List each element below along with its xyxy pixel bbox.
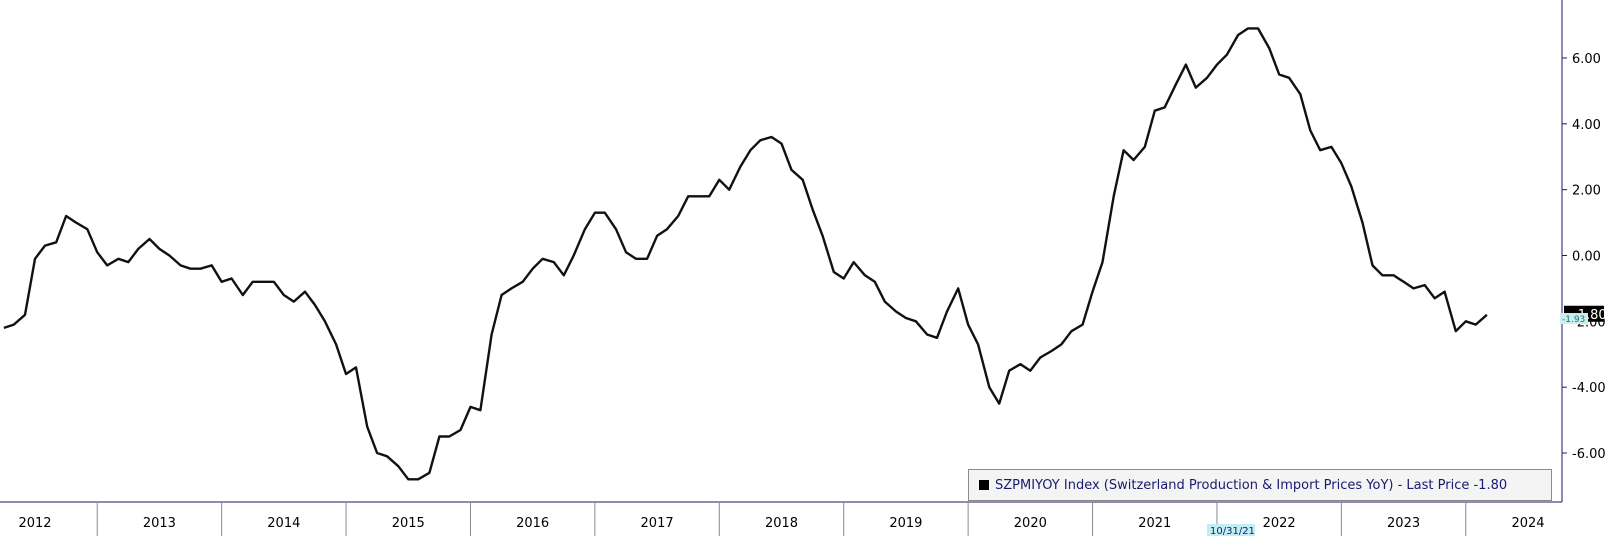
x-tick-label: 2016 — [516, 516, 549, 531]
date-marker: 10/31/21 — [1207, 524, 1255, 536]
secondary-price-badge — [1560, 313, 1588, 325]
secondary-price-label: -1.93 — [1562, 315, 1585, 325]
legend: SZPMIYOY Index (Switzerland Production &… — [968, 469, 1552, 501]
date-marker-label: 10/31/21 — [1210, 526, 1255, 536]
x-tick-label: 2017 — [641, 516, 674, 531]
legend-swatch — [979, 480, 989, 490]
y-axis-ticks: 6.004.002.000.00-2.00-4.00-6.00 — [1562, 52, 1606, 462]
y-tick-label: 2.00 — [1572, 184, 1601, 199]
x-tick-label: 2023 — [1387, 516, 1420, 531]
x-tick-label: 2022 — [1263, 516, 1296, 531]
y-tick-label: 4.00 — [1572, 118, 1601, 133]
x-tick-label: 2024 — [1511, 516, 1544, 531]
plot-area — [3, 27, 1488, 481]
series-line — [3, 27, 1488, 481]
y-tick-label: 6.00 — [1572, 52, 1601, 67]
x-tick-label: 2018 — [765, 516, 798, 531]
y-tick-label: -6.00 — [1572, 447, 1606, 462]
x-tick-label: 2020 — [1014, 516, 1047, 531]
price-badges: -1.80 -1.93 — [1560, 305, 1607, 325]
x-tick-label: 2019 — [889, 516, 922, 531]
x-tick-label: 2015 — [392, 516, 425, 531]
x-tick-label: 2014 — [267, 516, 300, 531]
x-tick-label: 2021 — [1138, 516, 1171, 531]
x-tick-label: 2013 — [143, 516, 176, 531]
x-tick-label: 2012 — [18, 516, 51, 531]
date-marker-badge — [1207, 524, 1255, 536]
y-tick-label: -4.00 — [1572, 381, 1606, 396]
legend-text: SZPMIYOY Index (Switzerland Production &… — [995, 477, 1508, 493]
x-axis-ticks: 2012 2013 2014 2015 2016 2017 2018 2019 2020 2021… — [18, 502, 1545, 536]
y-tick-label: 0.00 — [1572, 250, 1601, 265]
